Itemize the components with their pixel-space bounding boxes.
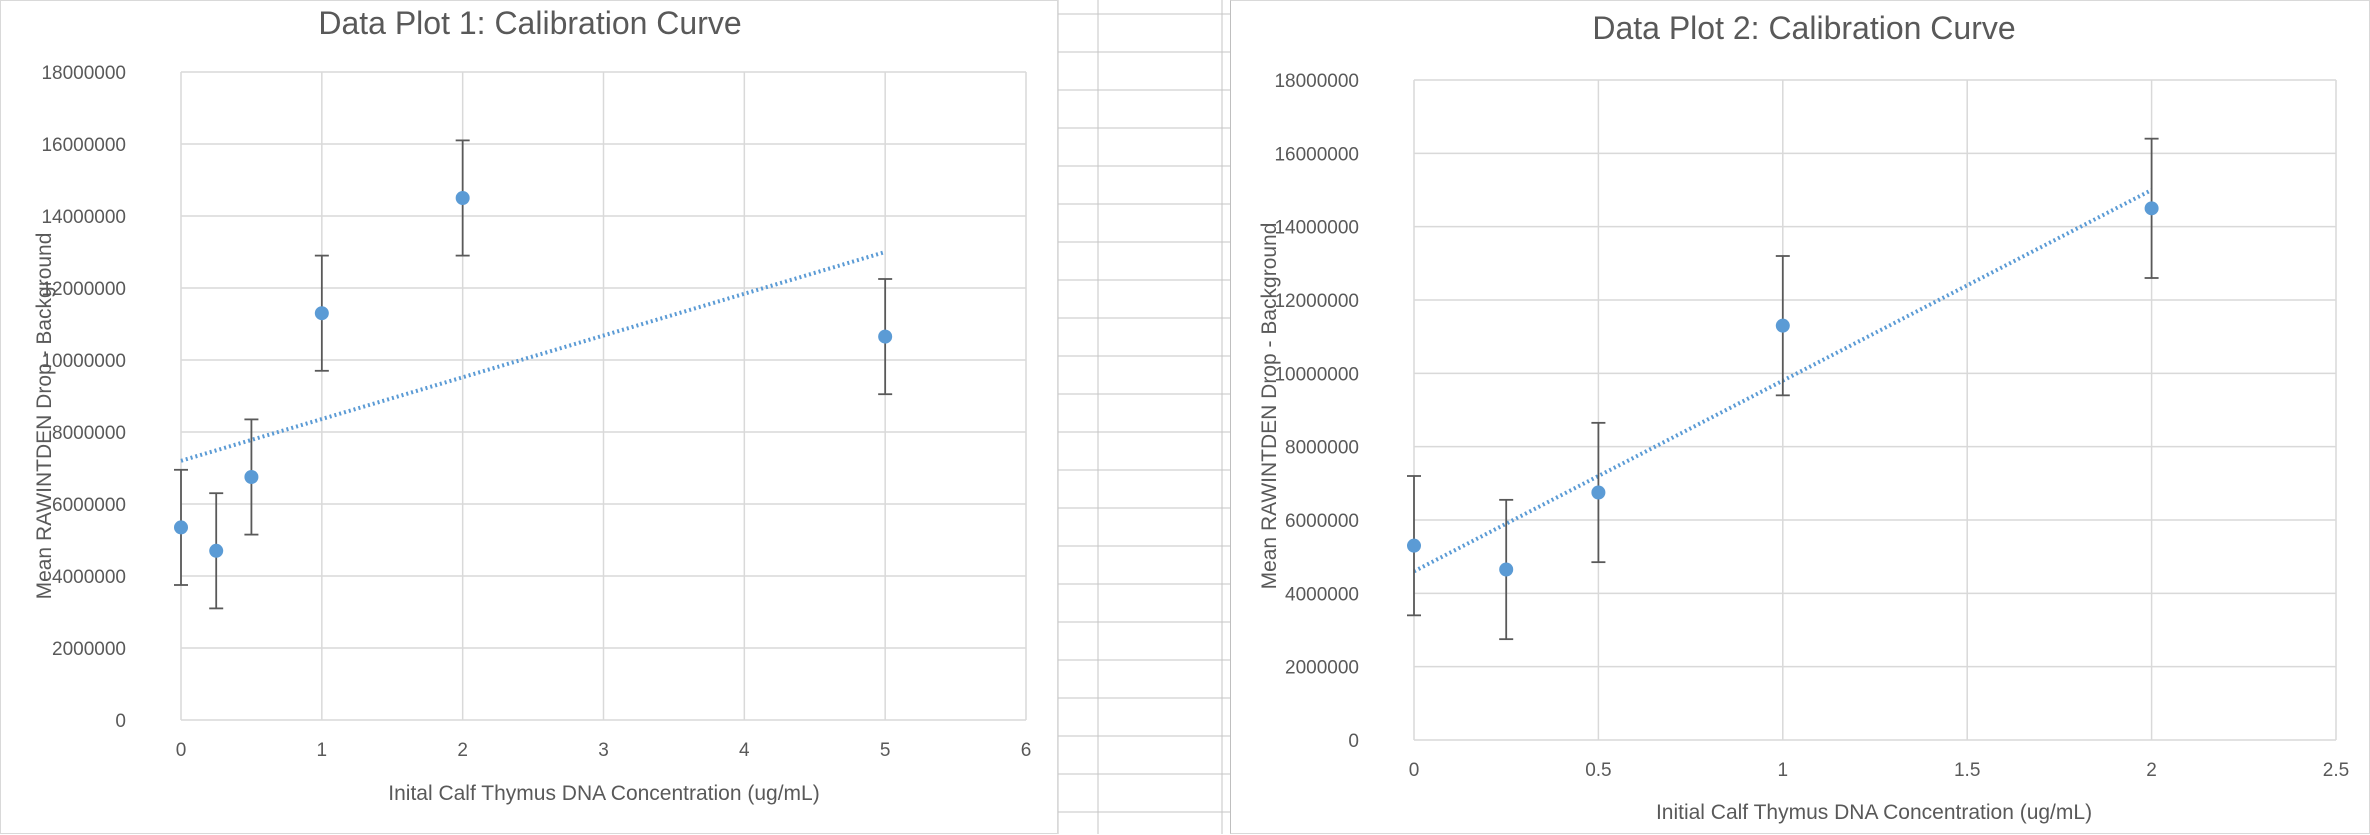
- chart-2-data-point: [1499, 562, 1514, 577]
- chart-1-y-tick-label: 12000000: [41, 279, 126, 300]
- chart-2-data-point: [1591, 485, 1606, 500]
- chart-1-trendline: [180, 250, 886, 463]
- chart-1-y-axis-label: Mean RAWINTDEN Drop - Background: [33, 233, 56, 600]
- chart-1-title: Data Plot 1: Calibration Curve: [318, 5, 741, 41]
- chart-2-y-tick-label: 12000000: [1274, 291, 1359, 312]
- chart-2-x-ticks: 0 0.5 1 1.5 2 2.5: [1409, 760, 2350, 781]
- chart-1-gridlines: [180, 71, 1027, 721]
- chart-1-x-tick-label: 3: [598, 740, 609, 761]
- chart-1-x-tick-label: 1: [317, 740, 328, 761]
- chart-1-y-tick-label: 6000000: [52, 495, 126, 516]
- chart-1-errorbars: [174, 139, 893, 610]
- chart-1-data-point: [878, 329, 893, 344]
- chart-2-data-point: [2144, 201, 2159, 216]
- chart-2-gridlines: [1413, 79, 2337, 741]
- chart-1-data-point: [455, 191, 470, 205]
- chart-1-data-point: [174, 520, 188, 535]
- chart-2-x-tick-label: 1: [1778, 760, 1789, 781]
- chart-1-y-tick-label: 16000000: [41, 135, 126, 156]
- chart-1-y-tick-label: 2000000: [52, 639, 126, 660]
- chart-2-x-tick-label: 0.5: [1585, 760, 1611, 781]
- chart-1-points: [174, 191, 893, 558]
- chart-2-x-tick-label: 1.5: [1954, 760, 1980, 781]
- chart-2-y-tick-label: 14000000: [1274, 218, 1359, 239]
- chart-2-y-tick-label: 16000000: [1274, 144, 1359, 165]
- chart-2-y-ticks: 0 2000000 4000000 6000000 8000000 10000000 120…: [1274, 71, 1359, 752]
- chart-1-y-tick-label: 10000000: [41, 351, 126, 372]
- chart-1-x-tick-label: 0: [176, 740, 187, 761]
- chart-1-x-tick-label: 4: [739, 740, 750, 761]
- chart-2-y-tick-label: 6000000: [1285, 511, 1359, 532]
- chart-1-panel[interactable]: Data Plot 1: Calibration Curve 0 2000000 4…: [0, 0, 1058, 834]
- chart-1-y-tick-label: 0: [115, 711, 126, 732]
- chart-2-title: Data Plot 2: Calibration Curve: [1592, 10, 2015, 46]
- chart-1-x-ticks: 0 1 2 3 4 5 6: [176, 740, 1032, 761]
- chart-1-y-tick-label: 18000000: [41, 63, 126, 84]
- chart-1-x-tick-label: 6: [1021, 740, 1032, 761]
- chart-2-y-tick-label: 2000000: [1285, 658, 1359, 679]
- chart-1-data-point: [244, 470, 259, 484]
- chart-1-x-tick-label: 2: [457, 740, 468, 761]
- chart-2-x-tick-label: 2: [2146, 760, 2157, 781]
- chart-1-x-axis-label: Inital Calf Thymus DNA Concentration (ug…: [388, 782, 819, 805]
- chart-2-data-point: [1407, 538, 1421, 553]
- chart-2-points: [1407, 201, 2159, 577]
- chart-1-trendline-layer: [180, 250, 886, 463]
- chart-1-data-point: [314, 306, 329, 321]
- chart-2-x-tick-label: 0: [1409, 760, 1420, 781]
- chart-2-svg: Data Plot 2: Calibration Curve 0 2000000 4…: [1258, 10, 2350, 824]
- chart-2-x-axis-label: Initial Calf Thymus DNA Concentration (u…: [1656, 801, 2092, 824]
- chart-2-y-tick-label: 8000000: [1285, 438, 1359, 459]
- chart-1-x-tick-label: 5: [880, 740, 891, 761]
- chart-2-y-tick-label: 18000000: [1274, 71, 1359, 92]
- chart-1-svg: Data Plot 1: Calibration Curve 0 2000000 4…: [33, 5, 1032, 805]
- chart-2-y-tick-label: 10000000: [1274, 364, 1359, 385]
- chart-2-x-tick-label: 2.5: [2323, 760, 2349, 781]
- chart-1-data-point: [209, 543, 224, 558]
- chart-1-y-tick-label: 4000000: [52, 567, 126, 588]
- chart-2-y-tick-label: 0: [1348, 731, 1359, 752]
- chart-2-data-point: [1775, 318, 1790, 333]
- chart-2-y-tick-label: 4000000: [1285, 584, 1359, 605]
- chart-2-panel[interactable]: Data Plot 2: Calibration Curve 0 2000000 4…: [1230, 0, 2370, 834]
- chart-1-y-tick-label: 14000000: [41, 207, 126, 228]
- chart-1-y-ticks: 0 2000000 4000000 6000000 8000000 10000000 120…: [41, 63, 126, 732]
- chart-2-y-axis-label: Mean RAWINTDEN Drop - Background: [1258, 223, 1281, 590]
- chart-1-y-tick-label: 8000000: [52, 423, 126, 444]
